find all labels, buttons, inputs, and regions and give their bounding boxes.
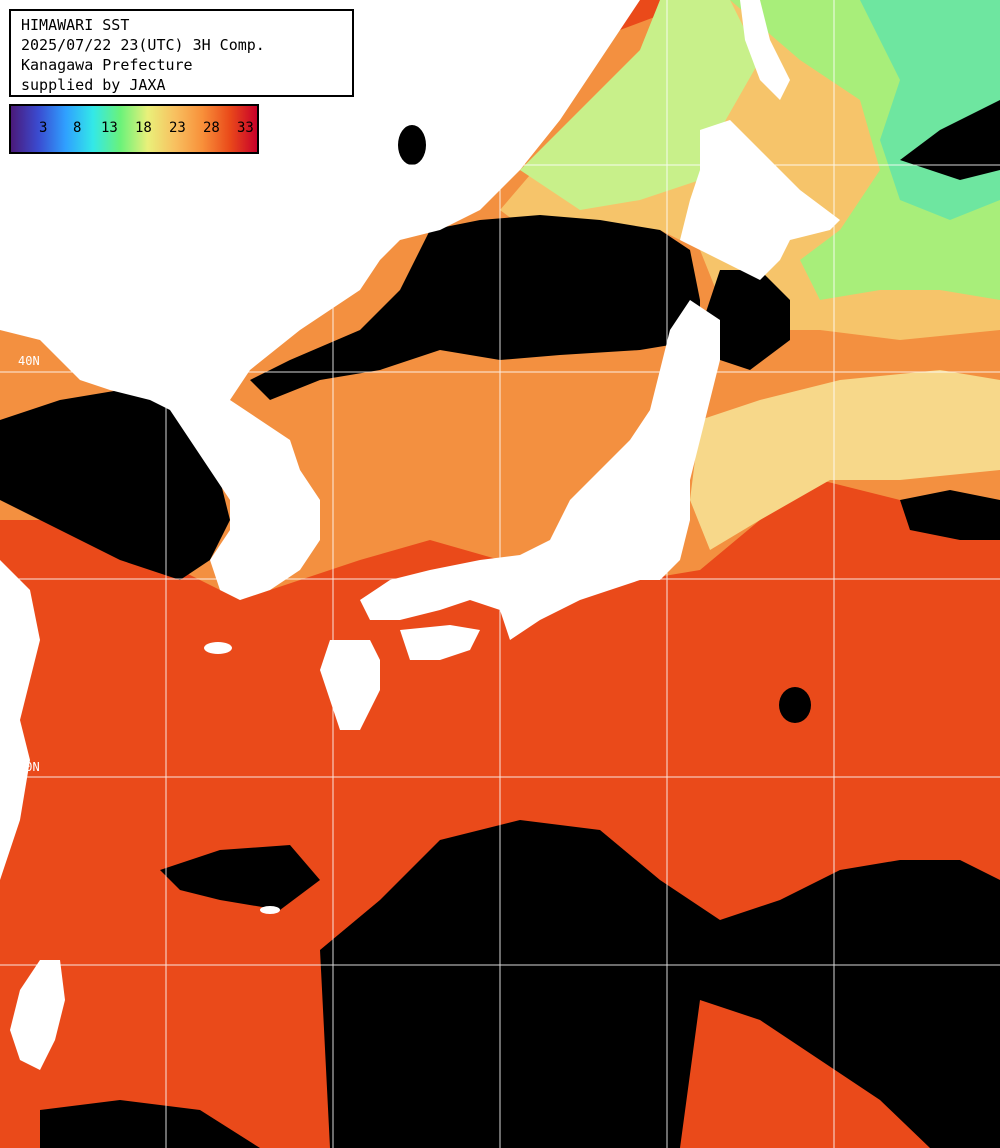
land-shikoku (400, 625, 480, 660)
colorbar-tick: 18 (135, 120, 152, 136)
colorbar-tick: 8 (73, 120, 82, 136)
colorbar-tick: 28 (203, 120, 220, 136)
land-okinawa-islands (260, 906, 280, 914)
land-jeju (204, 642, 232, 654)
land-honshu (360, 300, 720, 640)
colorbar-tick: 3 (39, 120, 48, 136)
cloud-ne-corner (900, 100, 1000, 180)
cloud-sea-of-japan (250, 215, 700, 400)
land-sakhalin (740, 0, 790, 100)
map-region: Kanagawa Prefecture (21, 56, 193, 74)
colorbar-tick: 13 (101, 120, 118, 136)
cloud-hokkaido-east (700, 270, 790, 370)
info-box: HIMAWARI SST 2025/07/22 23(UTC) 3H Comp.… (9, 9, 354, 97)
map-datetime: 2025/07/22 23(UTC) 3H Comp. (21, 36, 265, 54)
cloud-east-spot (779, 687, 811, 723)
land-hokkaido (680, 120, 840, 280)
land-taiwan (10, 960, 65, 1070)
cloud-southern-band (320, 820, 1000, 1148)
grid-label-40n: 40N (18, 354, 40, 368)
cloud-korea-west (0, 390, 230, 580)
colorbar-tick: 23 (169, 120, 186, 136)
map-credit: supplied by JAXA (21, 76, 166, 94)
temperature-colorbar: 3 8 13 18 23 28 33 (9, 104, 259, 154)
land-china-coast (0, 560, 40, 880)
land-kyushu (320, 640, 380, 730)
cloud-southwest (160, 845, 320, 910)
land-vladivostok-spot (398, 125, 426, 165)
colorbar-tick: 33 (237, 120, 254, 136)
cloud-bottom-left (40, 1100, 260, 1148)
grid-label-30n: 30N (18, 760, 40, 774)
sea-cool-region-2 (690, 370, 1000, 550)
map-title: HIMAWARI SST (21, 16, 130, 34)
cloud-east-patch (900, 490, 1000, 540)
